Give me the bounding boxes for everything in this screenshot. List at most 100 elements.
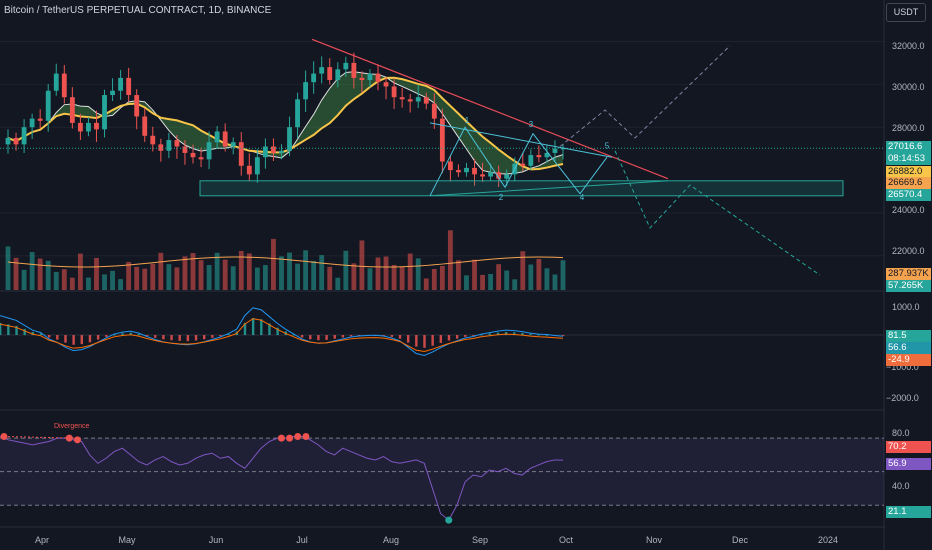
candle-body [94,122,99,130]
candle-body [5,137,11,145]
candle-body [359,77,365,81]
macd-hist-bar [7,324,10,336]
volume-bar [271,238,276,290]
candle-body [190,152,196,158]
signal-line [0,318,564,353]
candle-body [464,167,469,173]
bull-scenario [559,45,731,147]
price-panel[interactable] [0,52,884,188]
volume-bar [456,260,461,290]
volume-bar [391,264,397,290]
volume-bar [190,253,196,290]
volume-bar [480,274,485,290]
currency-button[interactable]: USDT [886,3,926,22]
macd-hist-bar [537,334,540,336]
macd-hist-bar [431,335,434,346]
macd-panel[interactable] [0,307,884,356]
rsi-upper-tag: 70.2 [886,441,931,453]
ma-fast-line [7,71,564,175]
volume-bar [303,250,309,290]
macd-hist-bar [64,335,67,343]
rsi-lower-tag: 21.1 [886,506,931,518]
candle-body [351,62,357,78]
volume-bar [439,265,445,290]
candle-body [520,163,526,166]
candle-body [126,77,132,96]
candle-body [528,155,534,166]
volume-bar [206,265,212,290]
macd-hist-bar [80,335,83,345]
x-tick: Dec [731,535,749,545]
candle-body [118,77,124,91]
divergence-dot [294,432,302,440]
macd-hist-bar [464,335,467,337]
candle-body [327,67,333,81]
rsi-panel[interactable] [0,432,884,524]
volume-bar [375,257,381,290]
volume-bar [254,267,260,290]
volume-bar [214,252,220,290]
macd-hist-bar [137,333,141,336]
candle-body [53,73,59,91]
wave-label: 1 [465,116,470,125]
wave-label: 5 [605,142,610,151]
x-tick: Nov [645,535,663,545]
divergence-dot [277,434,285,442]
macd-hist-bar [260,319,263,336]
volume-bar [279,256,284,290]
candle-body [472,167,477,175]
macd-hist-bar [341,335,345,338]
support-zone [199,180,844,197]
volume-bar [287,252,292,290]
volume-bar [295,263,300,290]
candle-body [222,131,228,147]
volume-bar [367,268,373,290]
bear-scenario [614,150,821,276]
macd-hist-bar [472,335,475,337]
volume-bar [182,256,188,290]
volume-bar [222,259,228,290]
candle-body [407,99,413,102]
price-tick: 30000.0 [892,82,925,92]
volume-bar [351,263,357,290]
x-tick: Sep [471,535,489,545]
volume-tag: 57.265K [886,280,931,292]
candle-body [254,157,260,175]
macd-hist-bar [447,335,451,341]
macd-hist-bar [292,334,296,336]
volume-bar [238,250,244,290]
candle-body [383,82,389,87]
macd-hist-bar [488,333,491,336]
candle-body [335,69,341,81]
macd-hist-bar [15,325,18,336]
volume-bar [431,268,437,290]
candle-body [61,73,67,98]
candle-body [166,140,172,151]
candle-body [102,95,107,130]
candle-body [391,86,397,98]
candle-body [45,90,51,121]
volume-bar [343,250,349,290]
drawings[interactable]: 1 2 3 4 5 [199,38,844,276]
volume-bar [69,277,75,290]
volume-bar [126,261,132,290]
volume-bar [447,230,453,290]
x-tick: Aug [382,535,400,545]
ma-slow-tag: 26669.6 [886,177,931,189]
volume-bar [423,278,429,290]
macd-hist-bar [521,332,524,336]
macd-hist-bar [219,335,222,337]
candle-body [295,99,300,128]
volume-bar [37,258,43,290]
volume-bar [77,253,83,290]
candle-body [230,142,236,147]
candle-body [560,148,566,150]
signal-value-tag: 56.6 [886,342,931,354]
candle-body [375,73,381,83]
price-tick: 32000.0 [892,41,925,51]
divergence-dot [73,436,81,444]
ma-slow-line [7,76,564,171]
macd-hist-bar [562,335,565,337]
candle-body [279,150,284,153]
